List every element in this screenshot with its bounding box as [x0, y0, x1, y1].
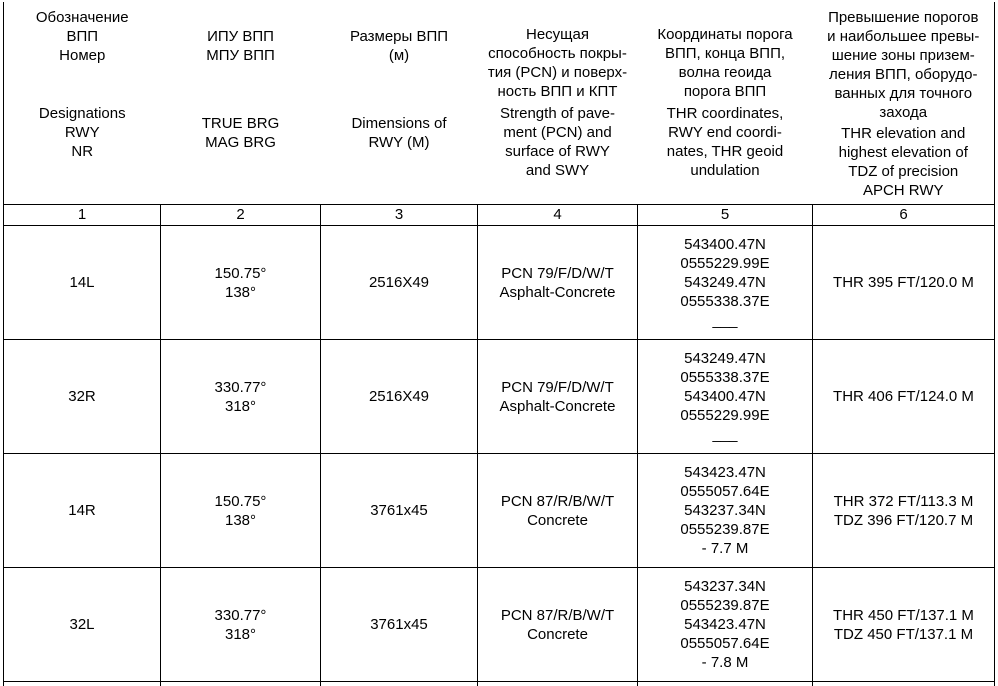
designation-cell: 14R [4, 454, 161, 568]
empty-cell [813, 682, 995, 686]
header-cell-dimensions: Размеры ВПП (м) Dimensions of RWY (M) [321, 2, 478, 205]
empty-cell [478, 682, 638, 686]
header-en-text: Strength of pave- ment (PCN) and surface… [482, 104, 634, 180]
header-ru-text: Превышение порогов и наибольшее превы- ш… [817, 8, 991, 124]
header-ru-text: Размеры ВПП (м) [325, 8, 474, 104]
header-ru-text: Обозначение ВПП Номер [8, 8, 157, 104]
strength-cell: PCN 79/F/D/W/T Asphalt-Concrete [478, 226, 638, 340]
header-cell-elevation: Превышение порогов и наибольшее превы- ш… [813, 2, 995, 205]
elevation-cell: THR 372 FT/113.3 M TDZ 396 FT/120.7 M [813, 454, 995, 568]
coordinates-cell: 543400.47N 0555229.99E 543249.47N 055533… [638, 226, 813, 340]
header-cell-strength: Несущая способность покры- тия (PCN) и п… [478, 2, 638, 205]
header-en-text: Designations RWY NR [8, 104, 157, 161]
header-en-text: THR coordinates, RWY end coordi- nates, … [642, 104, 809, 180]
elevation-cell: THR 395 FT/120.0 M [813, 226, 995, 340]
column-number: 3 [321, 205, 478, 226]
empty-cell [161, 682, 321, 686]
table-row: 32R 330.77° 318° 2516X49 PCN 79/F/D/W/T … [4, 340, 995, 454]
header-cell-bearings: ИПУ ВПП МПУ ВПП TRUE BRG MAG BRG [161, 2, 321, 205]
designation-cell: 32L [4, 568, 161, 682]
header-ru-text: Несущая способность покры- тия (PCN) и п… [482, 8, 634, 104]
runway-characteristics-table: Обозначение ВПП Номер Designations RWY N… [3, 2, 995, 686]
elevation-cell: THR 450 FT/137.1 M TDZ 450 FT/137.1 M [813, 568, 995, 682]
bearings-cell: 150.75° 138° [161, 226, 321, 340]
strength-cell: PCN 87/R/B/W/T Concrete [478, 568, 638, 682]
empty-cell [321, 682, 478, 686]
column-number: 1 [4, 205, 161, 226]
dimensions-cell: 3761x45 [321, 568, 478, 682]
elevation-cell: THR 406 FT/124.0 M [813, 340, 995, 454]
empty-cell [638, 682, 813, 686]
coordinates-cell: 543237.34N 0555239.87E 543423.47N 055505… [638, 568, 813, 682]
header-ru-text: ИПУ ВПП МПУ ВПП [165, 8, 317, 104]
coordinates-cell: 543249.47N 0555338.37E 543400.47N 055522… [638, 340, 813, 454]
dimensions-cell: 3761x45 [321, 454, 478, 568]
dimensions-cell: 2516X49 [321, 340, 478, 454]
table-row: 14L 150.75° 138° 2516X49 PCN 79/F/D/W/T … [4, 226, 995, 340]
column-number: 4 [478, 205, 638, 226]
table-continuation-row [4, 682, 995, 686]
empty-cell [4, 682, 161, 686]
designation-cell: 14L [4, 226, 161, 340]
strength-cell: PCN 79/F/D/W/T Asphalt-Concrete [478, 340, 638, 454]
header-row: Обозначение ВПП Номер Designations RWY N… [4, 2, 995, 205]
header-cell-designation: Обозначение ВПП Номер Designations RWY N… [4, 2, 161, 205]
column-number: 5 [638, 205, 813, 226]
bearings-cell: 330.77° 318° [161, 340, 321, 454]
designation-cell: 32R [4, 340, 161, 454]
dimensions-cell: 2516X49 [321, 226, 478, 340]
strength-cell: PCN 87/R/B/W/T Concrete [478, 454, 638, 568]
column-number-row: 1 2 3 4 5 6 [4, 205, 995, 226]
bearings-cell: 330.77° 318° [161, 568, 321, 682]
header-en-text: Dimensions of RWY (M) [325, 104, 474, 152]
header-en-text: TRUE BRG MAG BRG [165, 104, 317, 152]
bearings-cell: 150.75° 138° [161, 454, 321, 568]
header-ru-text: Координаты порога ВПП, конца ВПП, волна … [642, 8, 809, 104]
header-cell-coordinates: Координаты порога ВПП, конца ВПП, волна … [638, 2, 813, 205]
column-number: 2 [161, 205, 321, 226]
table-row: 14R 150.75° 138° 3761x45 PCN 87/R/B/W/T … [4, 454, 995, 568]
table-row: 32L 330.77° 318° 3761x45 PCN 87/R/B/W/T … [4, 568, 995, 682]
header-en-text: THR elevation and highest elevation of T… [817, 124, 991, 200]
coordinates-cell: 543423.47N 0555057.64E 543237.34N 055523… [638, 454, 813, 568]
column-number: 6 [813, 205, 995, 226]
